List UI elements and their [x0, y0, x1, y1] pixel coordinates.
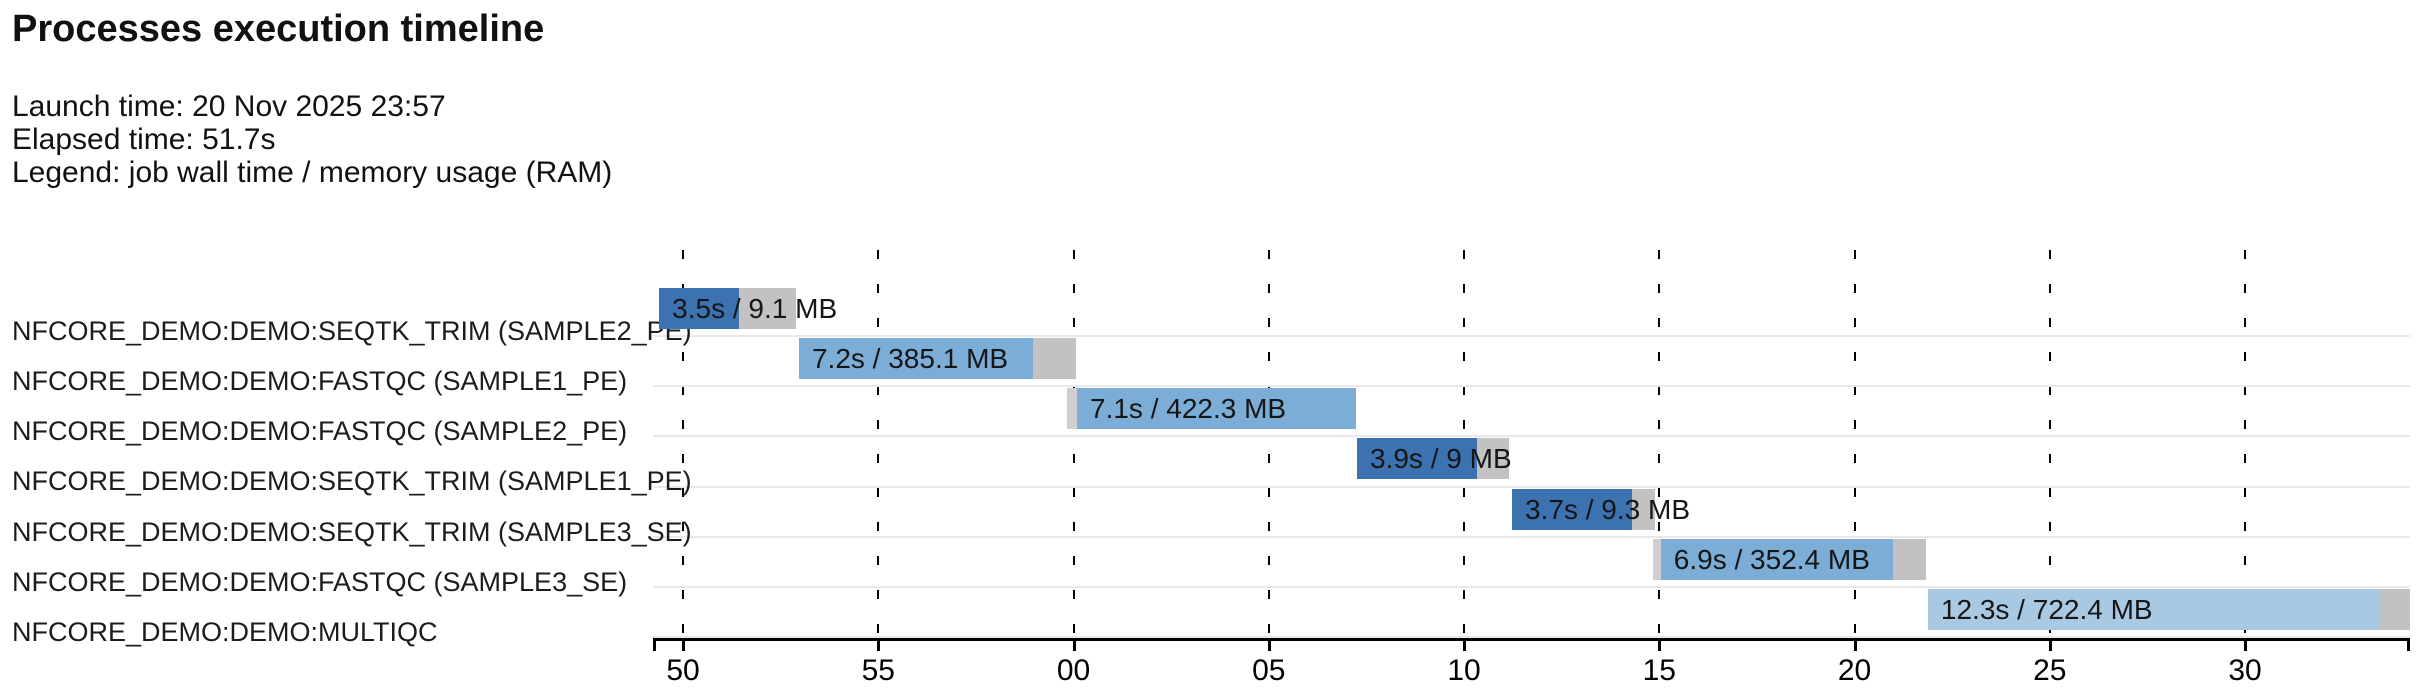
bar-label: 6.9s / 352.4 MB [1673, 543, 1870, 575]
gridline [877, 250, 880, 638]
legend-text: Legend: job wall time / memory usage (RA… [12, 156, 613, 189]
gridline [2048, 250, 2051, 638]
gridline [2244, 250, 2246, 638]
gridline [1658, 250, 1661, 638]
bar-run-segment [1660, 538, 1893, 580]
gridline [1853, 250, 1856, 638]
row-separator [653, 385, 2410, 388]
axis-tick-label: 05 [1252, 654, 1286, 687]
row-separator [653, 535, 2410, 538]
bar-label: 3.9s / 9 MB [1370, 443, 1512, 475]
axis-tick-label: 55 [861, 654, 895, 687]
bar-label: 3.5s / 9.1 MB [672, 293, 838, 324]
process-label: NFCORE_DEMO:DEMO:MULTIQC [12, 616, 438, 647]
bar-post-segment [1476, 438, 1509, 480]
axis-tick-label: 30 [2228, 654, 2262, 687]
bar-run-segment [1927, 588, 2379, 630]
gridline [1267, 250, 1270, 638]
axis-tick [2048, 638, 2052, 651]
page-title: Processes execution timeline [12, 8, 545, 50]
row-separator [653, 335, 2410, 338]
axis-tick [1072, 638, 1076, 651]
launch-time-text: Launch time: 20 Nov 2025 23:57 [12, 90, 446, 123]
axis-tick-label: 10 [1447, 654, 1481, 687]
process-label: NFCORE_DEMO:DEMO:FASTQC (SAMPLE3_SE) [12, 566, 628, 597]
bar-pending-segment [1066, 388, 1077, 430]
axis-tick [1267, 638, 1271, 651]
bar-label: 3.7s / 9.3 MB [1525, 493, 1690, 525]
axis-tick-label: 15 [1642, 654, 1676, 687]
axis-tick-label: 50 [666, 654, 700, 687]
axis-tick-label: 20 [1837, 654, 1872, 687]
process-label: NFCORE_DEMO:DEMO:SEQTK_TRIM (SAMPLE1_PE) [12, 466, 692, 497]
bar-run-segment [798, 338, 1033, 380]
bar-post-segment [1032, 338, 1076, 380]
bar-run-segment [1512, 488, 1632, 530]
axis-tick [1853, 638, 1857, 651]
bar-run-segment [1077, 388, 1356, 430]
axis-tick [1658, 638, 1662, 651]
bar-label: 7.1s / 422.3 MB [1090, 393, 1287, 425]
row-separator [653, 635, 2410, 638]
axis-tick [682, 638, 685, 651]
axis-tick-label: 00 [1056, 654, 1091, 687]
bar-run-segment [659, 288, 740, 329]
elapsed-time-text: Elapsed time: 51.7s [12, 123, 276, 156]
axis-tick-label: 25 [2033, 654, 2067, 687]
process-label: NFCORE_DEMO:DEMO:FASTQC (SAMPLE2_PE) [12, 416, 628, 447]
bar-post-segment [1631, 488, 1655, 530]
row-separator [653, 585, 2410, 588]
process-label: NFCORE_DEMO:DEMO:SEQTK_TRIM (SAMPLE2_PE) [12, 316, 692, 346]
process-label: NFCORE_DEMO:DEMO:SEQTK_TRIM (SAMPLE3_SE) [12, 516, 692, 547]
bar-label: 7.2s / 385.1 MB [811, 343, 1009, 375]
row-separator [653, 435, 2410, 438]
x-axis [653, 638, 2410, 641]
process-label: NFCORE_DEMO:DEMO:FASTQC (SAMPLE1_PE) [12, 366, 628, 397]
gridline [682, 250, 684, 638]
axis-end-tick [2407, 638, 2410, 651]
bar-post-segment [739, 288, 797, 329]
bar-label: 12.3s / 722.4 MB [1940, 593, 2153, 625]
bar-post-segment [2378, 588, 2410, 630]
axis-tick [2244, 638, 2247, 651]
axis-end-tick [653, 638, 656, 651]
bar-post-segment [1892, 538, 1926, 580]
axis-tick [1463, 638, 1466, 651]
bar-pending-segment [1653, 538, 1661, 580]
axis-tick [877, 638, 881, 651]
row-separator [653, 485, 2410, 488]
bar-run-segment [1357, 438, 1477, 480]
gridline [1072, 250, 1075, 638]
